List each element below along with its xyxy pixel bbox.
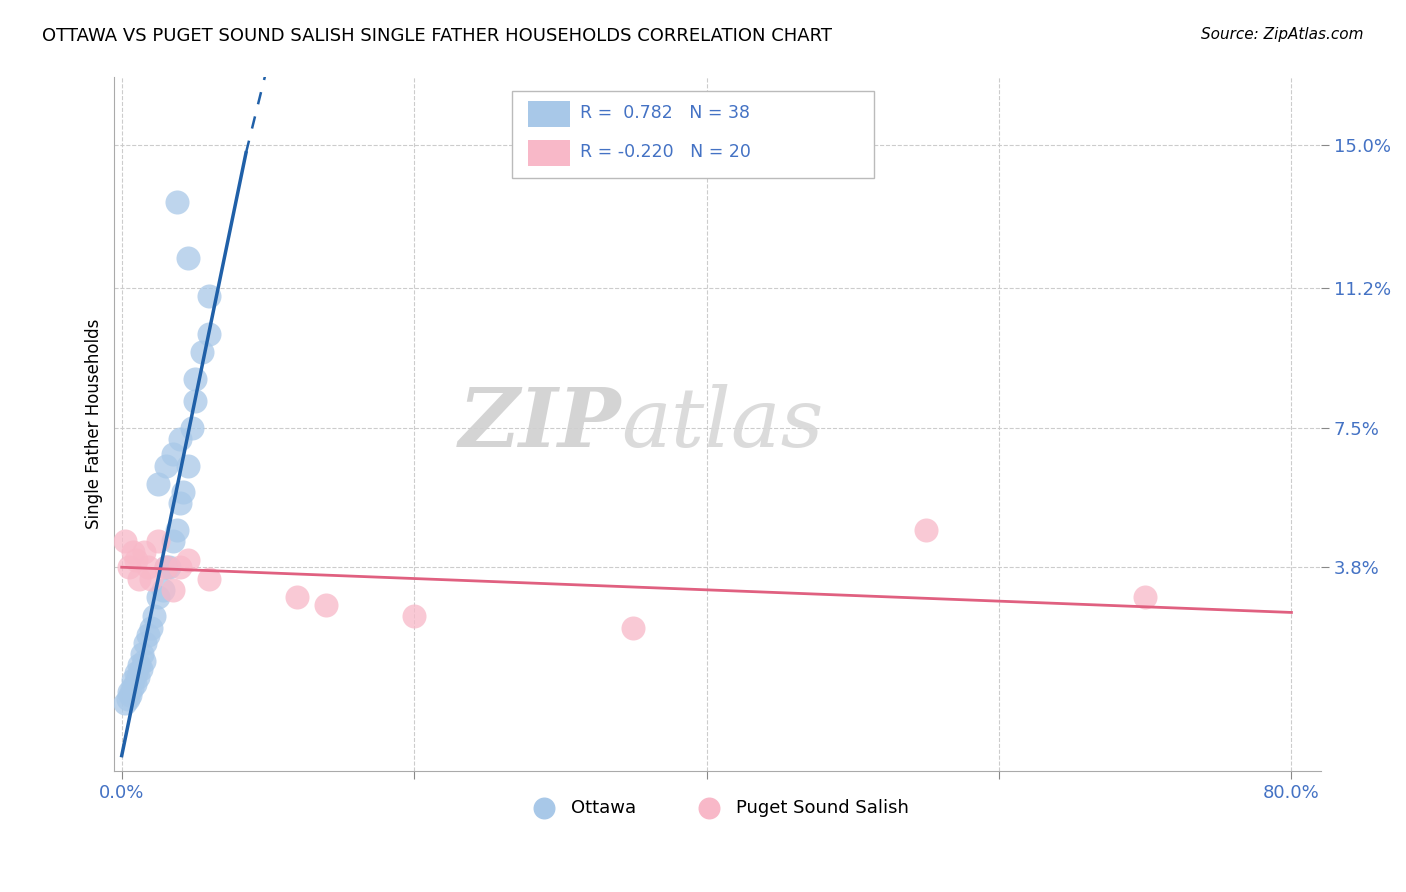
Point [148,533,170,548]
Point [404,609,426,624]
Point [122,545,145,559]
Point [166,194,188,209]
Point [315,598,337,612]
Point [169,432,191,446]
Point [915,523,938,537]
FancyBboxPatch shape [529,101,571,128]
Point [117,692,139,706]
Point [127,669,149,683]
Point [131,647,153,661]
Point [162,582,184,597]
Point [125,665,148,680]
Point [169,496,191,510]
Point [139,620,162,634]
Point [152,582,174,597]
Point [198,572,221,586]
Point [198,326,221,341]
Point [176,552,198,566]
Point [162,447,184,461]
Text: OTTAWA VS PUGET SOUND SALISH SINGLE FATHER HOUSEHOLDS CORRELATION CHART: OTTAWA VS PUGET SOUND SALISH SINGLE FATH… [42,27,832,45]
Point [198,289,221,303]
Point [136,628,159,642]
Point [139,572,162,586]
Legend: Ottawa, Puget Sound Salish: Ottawa, Puget Sound Salish [519,791,915,824]
Point [166,523,188,537]
Point [191,345,214,359]
Point [157,560,180,574]
Point [169,560,191,574]
FancyBboxPatch shape [512,91,875,178]
Point [172,484,194,499]
Y-axis label: Single Father Households: Single Father Households [86,318,103,529]
Point [134,635,156,649]
Point [122,673,145,688]
Point [155,560,177,574]
Point [128,572,150,586]
Text: atlas: atlas [621,384,824,464]
Text: R =  0.782   N = 38: R = 0.782 N = 38 [581,103,749,122]
Point [120,689,142,703]
Point [1135,591,1157,605]
Point [114,533,136,548]
Point [162,533,184,548]
Point [118,684,141,698]
Text: Source: ZipAtlas.com: Source: ZipAtlas.com [1201,27,1364,42]
Point [148,477,170,491]
Point [184,394,207,409]
Point [125,552,148,566]
FancyBboxPatch shape [529,140,571,166]
Point [142,609,165,624]
Point [155,560,177,574]
Point [180,421,202,435]
Point [118,560,141,574]
Point [129,662,152,676]
Point [176,252,198,266]
Point [121,681,143,695]
Point [155,458,177,473]
Point [184,372,207,386]
Point [623,620,645,634]
Point [285,591,308,605]
Point [128,658,150,673]
Point [136,560,159,574]
Point [148,591,170,605]
Text: ZIP: ZIP [458,384,621,464]
Point [176,458,198,473]
Point [124,677,146,691]
Point [114,696,136,710]
Text: R = -0.220   N = 20: R = -0.220 N = 20 [581,144,751,161]
Point [132,655,155,669]
Point [132,545,155,559]
